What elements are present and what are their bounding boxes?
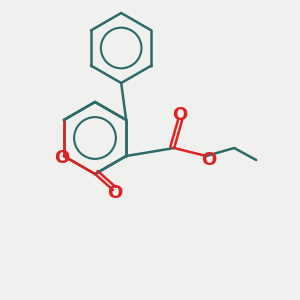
Text: O: O [107,184,123,202]
Text: O: O [172,106,188,124]
Text: O: O [54,149,69,167]
Text: O: O [202,151,217,169]
